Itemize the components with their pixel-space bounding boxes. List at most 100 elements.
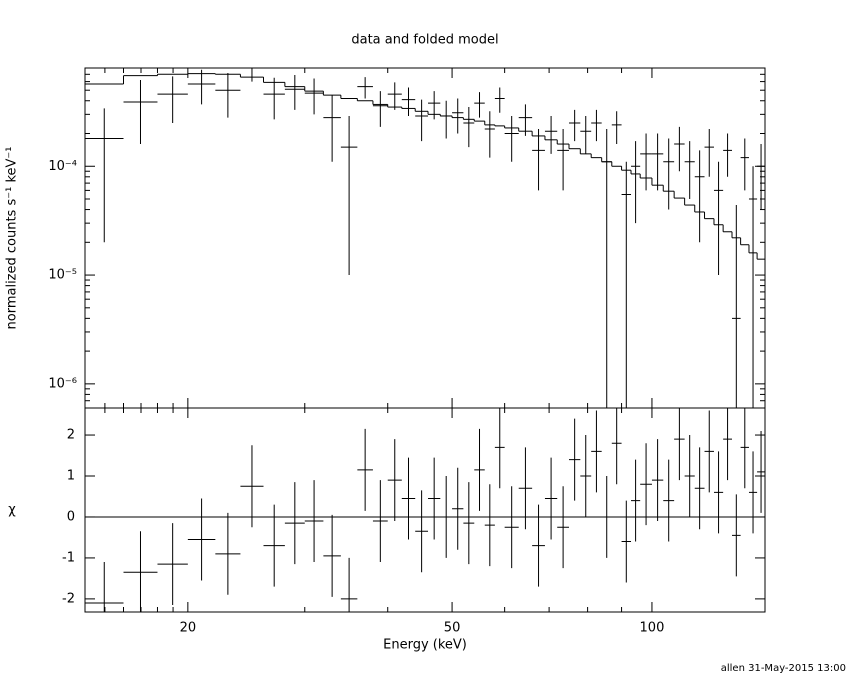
- y-axis-label: normalized counts s⁻¹ keV⁻¹: [5, 147, 20, 330]
- y-tick-label: 10⁻⁶: [48, 376, 77, 391]
- y-axis-label: χ: [8, 503, 16, 518]
- x-axis-label: Energy (keV): [383, 638, 467, 653]
- data-point: [428, 91, 441, 120]
- data-point: [621, 161, 632, 408]
- residual-point: [591, 410, 602, 493]
- data-point: [601, 129, 612, 408]
- x-tick-label: 50: [444, 621, 461, 636]
- footer: allen 31-May-2015 13:00: [721, 663, 846, 674]
- residual-point: [757, 430, 765, 513]
- residual-point: [732, 494, 741, 577]
- data-point: [157, 76, 188, 123]
- residual-point: [611, 408, 622, 485]
- residual-point: [532, 504, 545, 587]
- residual-point: [484, 484, 495, 567]
- bottom-frame: [84, 407, 766, 613]
- data-point: [440, 100, 453, 139]
- residual-point: [474, 428, 485, 511]
- residual-point: [631, 459, 641, 542]
- data-point: [304, 78, 324, 115]
- data-point: [494, 87, 505, 113]
- residual-point: [263, 504, 285, 587]
- residual-point: [452, 467, 464, 550]
- residual-point: [340, 557, 358, 612]
- residual-point: [187, 498, 216, 581]
- residual-point: [387, 439, 402, 522]
- y-tick-label: 0: [67, 509, 75, 524]
- residual-point: [284, 482, 305, 565]
- data-point: [631, 141, 641, 224]
- data-point: [732, 205, 741, 408]
- residual-point: [740, 408, 749, 489]
- residual-point: [651, 439, 664, 522]
- data-point: [591, 109, 602, 142]
- data-point: [532, 129, 545, 191]
- data-point: [401, 87, 416, 116]
- residual-point: [723, 408, 733, 481]
- residual-point: [157, 523, 188, 606]
- residual-point: [713, 451, 724, 534]
- residual-point: [621, 500, 632, 583]
- data-point: [748, 166, 758, 408]
- data-point: [611, 111, 622, 145]
- data-point: [684, 141, 695, 200]
- data-point: [504, 115, 519, 162]
- data-point: [323, 95, 341, 162]
- residual-point: [601, 476, 612, 558]
- residual-point: [684, 435, 695, 517]
- y-tick-label: -1: [62, 550, 75, 565]
- data-point: [372, 91, 388, 127]
- residual-point: [557, 486, 569, 569]
- data-point: [557, 129, 569, 191]
- data-point: [663, 138, 675, 210]
- y-tick-label: -2: [62, 591, 75, 606]
- data-point: [340, 115, 358, 276]
- data-point: [674, 126, 685, 172]
- data-point: [518, 104, 533, 136]
- residual-point: [580, 435, 592, 517]
- y-tick-label: 10⁻⁴: [48, 159, 77, 174]
- residual-point: [504, 486, 519, 569]
- data-point: [357, 77, 373, 99]
- data-point: [263, 77, 285, 120]
- data-point: [568, 109, 581, 142]
- data-point: [452, 98, 464, 134]
- data-point: [713, 161, 724, 276]
- residual-point: [372, 480, 388, 563]
- residual-point: [85, 562, 124, 612]
- residual-point: [568, 418, 581, 501]
- data-point: [240, 67, 264, 82]
- data-point: [651, 133, 664, 191]
- data-point: [463, 107, 475, 148]
- data-point: [387, 82, 402, 110]
- data-point: [187, 69, 216, 105]
- top-frame: [84, 67, 766, 409]
- residual-point: [748, 451, 758, 534]
- residual-point: [704, 410, 714, 493]
- residual-point: [663, 459, 675, 542]
- data-point: [580, 115, 592, 154]
- data-point: [704, 129, 714, 177]
- x-tick-label: 100: [640, 621, 665, 636]
- data-point: [757, 144, 765, 210]
- residual-point: [304, 480, 324, 563]
- y-tick-label: 1: [67, 469, 75, 484]
- y-tick-label: 10⁻⁵: [48, 268, 77, 283]
- residual-point: [694, 447, 705, 530]
- residual-point: [401, 457, 416, 540]
- data-point: [123, 80, 158, 145]
- data-point: [85, 108, 124, 243]
- residual-point: [215, 512, 241, 595]
- residual-point: [357, 428, 373, 511]
- residual-point: [428, 457, 441, 540]
- residual-point: [440, 476, 453, 558]
- residual-point: [494, 408, 505, 489]
- data-point: [474, 92, 485, 118]
- data-point: [284, 74, 305, 110]
- residual-point: [674, 408, 685, 481]
- residual-point: [123, 531, 158, 612]
- data-point: [694, 150, 705, 243]
- residual-point: [544, 457, 558, 540]
- data-point: [215, 72, 241, 118]
